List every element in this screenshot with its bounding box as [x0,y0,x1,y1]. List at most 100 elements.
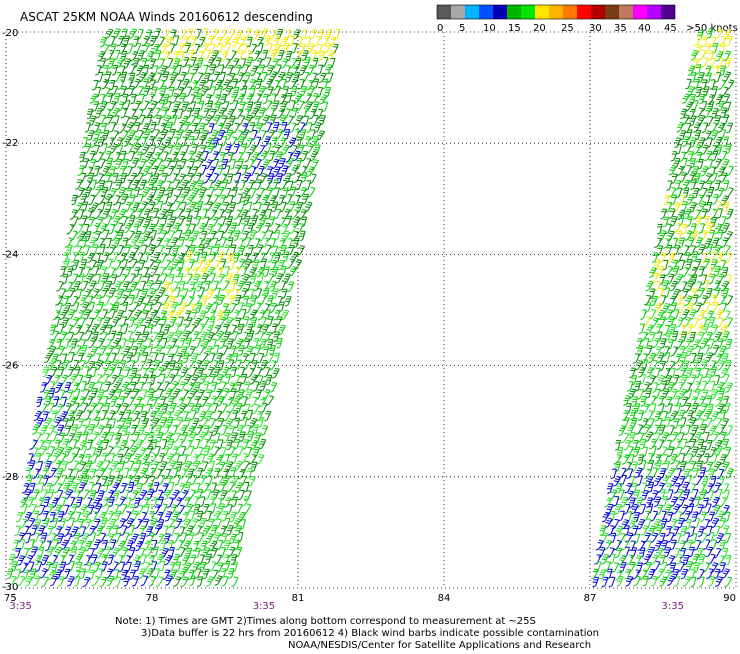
wind-barb [183,540,192,551]
wind-barb [122,302,129,313]
wind-barb [679,151,687,163]
wind-barb [161,151,169,162]
wind-barb-shape [193,43,201,55]
wind-barb-shape [36,417,44,429]
wind-barb-shape [705,201,713,213]
wind-barb-shape [93,518,101,530]
wind-barb-shape [59,561,67,573]
wind-barb [61,418,69,429]
wind-barb-shape [244,28,252,39]
wind-barb [59,309,69,321]
wind-barb-shape [659,252,667,263]
wind-barb [104,360,112,372]
wind-barb-shape [71,546,78,558]
wind-barb [107,432,115,443]
wind-barb-shape [686,258,693,270]
wind-barb-shape [56,468,64,479]
wind-barb [126,352,134,363]
wind-barb-shape [178,338,186,349]
wind-barb-shape [710,216,718,228]
wind-barb-shape [164,511,173,522]
wind-barb-shape [84,143,92,155]
wind-barb [133,453,142,465]
wind-barb [174,518,183,529]
wind-barb [653,259,661,271]
wind-barb [206,366,215,378]
wind-barb [93,562,101,573]
wind-barb [298,187,307,198]
wind-barb [117,496,127,507]
wind-barb [161,294,170,306]
wind-barb-shape [82,137,89,148]
wind-barb-shape [102,352,111,364]
wind-barb [199,187,207,198]
wind-barb-shape [116,35,125,47]
wind-barb-shape [206,331,215,343]
wind-barb-shape [29,482,36,494]
wind-barb [240,288,249,299]
wind-barb [272,100,280,112]
wind-barb-shape [41,554,50,566]
wind-barb [117,540,126,552]
wind-barb [708,273,716,285]
wind-barb-shape [217,230,225,242]
wind-barb-shape [106,303,115,314]
wind-barb-shape [151,352,159,363]
wind-barb-shape [252,29,261,40]
wind-barb [131,388,140,400]
wind-barb-shape [311,159,320,170]
wind-barb-shape [657,287,664,299]
wind-barb-shape [220,94,228,105]
wind-barb-shape [91,453,99,464]
wind-barb-shape [181,57,190,68]
wind-barb-shape [163,324,171,335]
wind-barb [203,402,212,414]
wind-barb-shape [171,301,179,313]
wind-barb [243,72,252,83]
wind-barb [324,64,333,75]
wind-barb [17,555,26,566]
wind-barb-shape [305,36,311,48]
wind-barb [161,107,169,118]
wind-barb-shape [183,540,192,551]
wind-barb-shape [672,288,681,300]
wind-barb-shape [183,310,192,321]
wind-barb-shape [113,490,120,501]
wind-barb-shape [232,353,239,364]
wind-barb [149,309,159,321]
wind-barb [253,280,262,292]
wind-barb-shape [236,72,245,83]
wind-barb-shape [203,173,212,184]
wind-barb [251,360,258,371]
wind-barb-shape [129,72,136,84]
wind-barb [150,265,159,277]
wind-barb-shape [128,338,135,350]
wind-barb [93,165,101,177]
wind-barb [691,230,698,242]
wind-barb-shape [215,79,224,91]
wind-barb [119,418,127,429]
wind-barb [84,454,92,465]
wind-barb [187,49,195,61]
wind-barb [288,266,298,277]
wind-barb [300,150,309,162]
wind-barb [100,266,107,277]
wind-barb-shape [707,101,715,112]
wind-barb-shape [234,460,243,472]
wind-barb [694,215,703,227]
wind-barb-shape [135,460,142,471]
wind-barb [689,202,697,213]
wind-barb-shape [164,137,173,148]
wind-barb [69,396,79,407]
wind-barb-shape [303,93,313,104]
wind-barb [251,151,260,163]
wind-barb [126,374,135,386]
wind-barb [112,173,119,184]
wind-barb-shape [160,85,167,97]
wind-barb-shape [125,143,134,155]
wind-barb [684,208,692,220]
wind-barb [692,58,700,69]
wind-barb [710,259,718,270]
wind-barb [51,561,58,573]
wind-barb [222,323,230,335]
